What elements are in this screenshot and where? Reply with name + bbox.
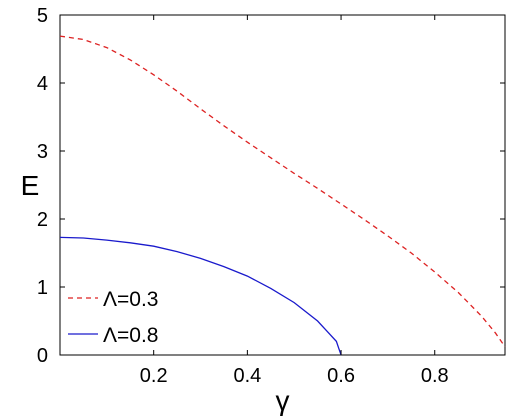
x-tick-label: 0.4 [233, 365, 261, 387]
legend-label: Λ=0.8 [103, 324, 158, 347]
y-tick-label: 0 [37, 345, 48, 367]
x-axis-label: γ [276, 385, 290, 416]
legend: Λ=0.3 Λ=0.8 [68, 288, 158, 347]
y-axis-label: E [21, 170, 40, 201]
y-tick-label: 4 [37, 73, 48, 95]
ticks-layer: 0.2 0.4 0.6 0.8 0 1 2 3 4 5 [37, 5, 505, 387]
series-line-1 [59, 35, 506, 348]
x-tick-label: 0.2 [140, 365, 168, 387]
series-line-2 [59, 236, 342, 356]
y-tick-label: 2 [37, 209, 48, 231]
legend-label: Λ=0.3 [103, 288, 158, 311]
y-tick-label: 1 [37, 277, 48, 299]
plot-area [59, 14, 506, 356]
x-tick-label: 0.6 [327, 365, 355, 387]
y-tick-label: 3 [37, 141, 48, 163]
x-tick-label: 0.8 [421, 365, 449, 387]
y-tick-label: 5 [37, 5, 48, 27]
series-layer [59, 35, 506, 356]
